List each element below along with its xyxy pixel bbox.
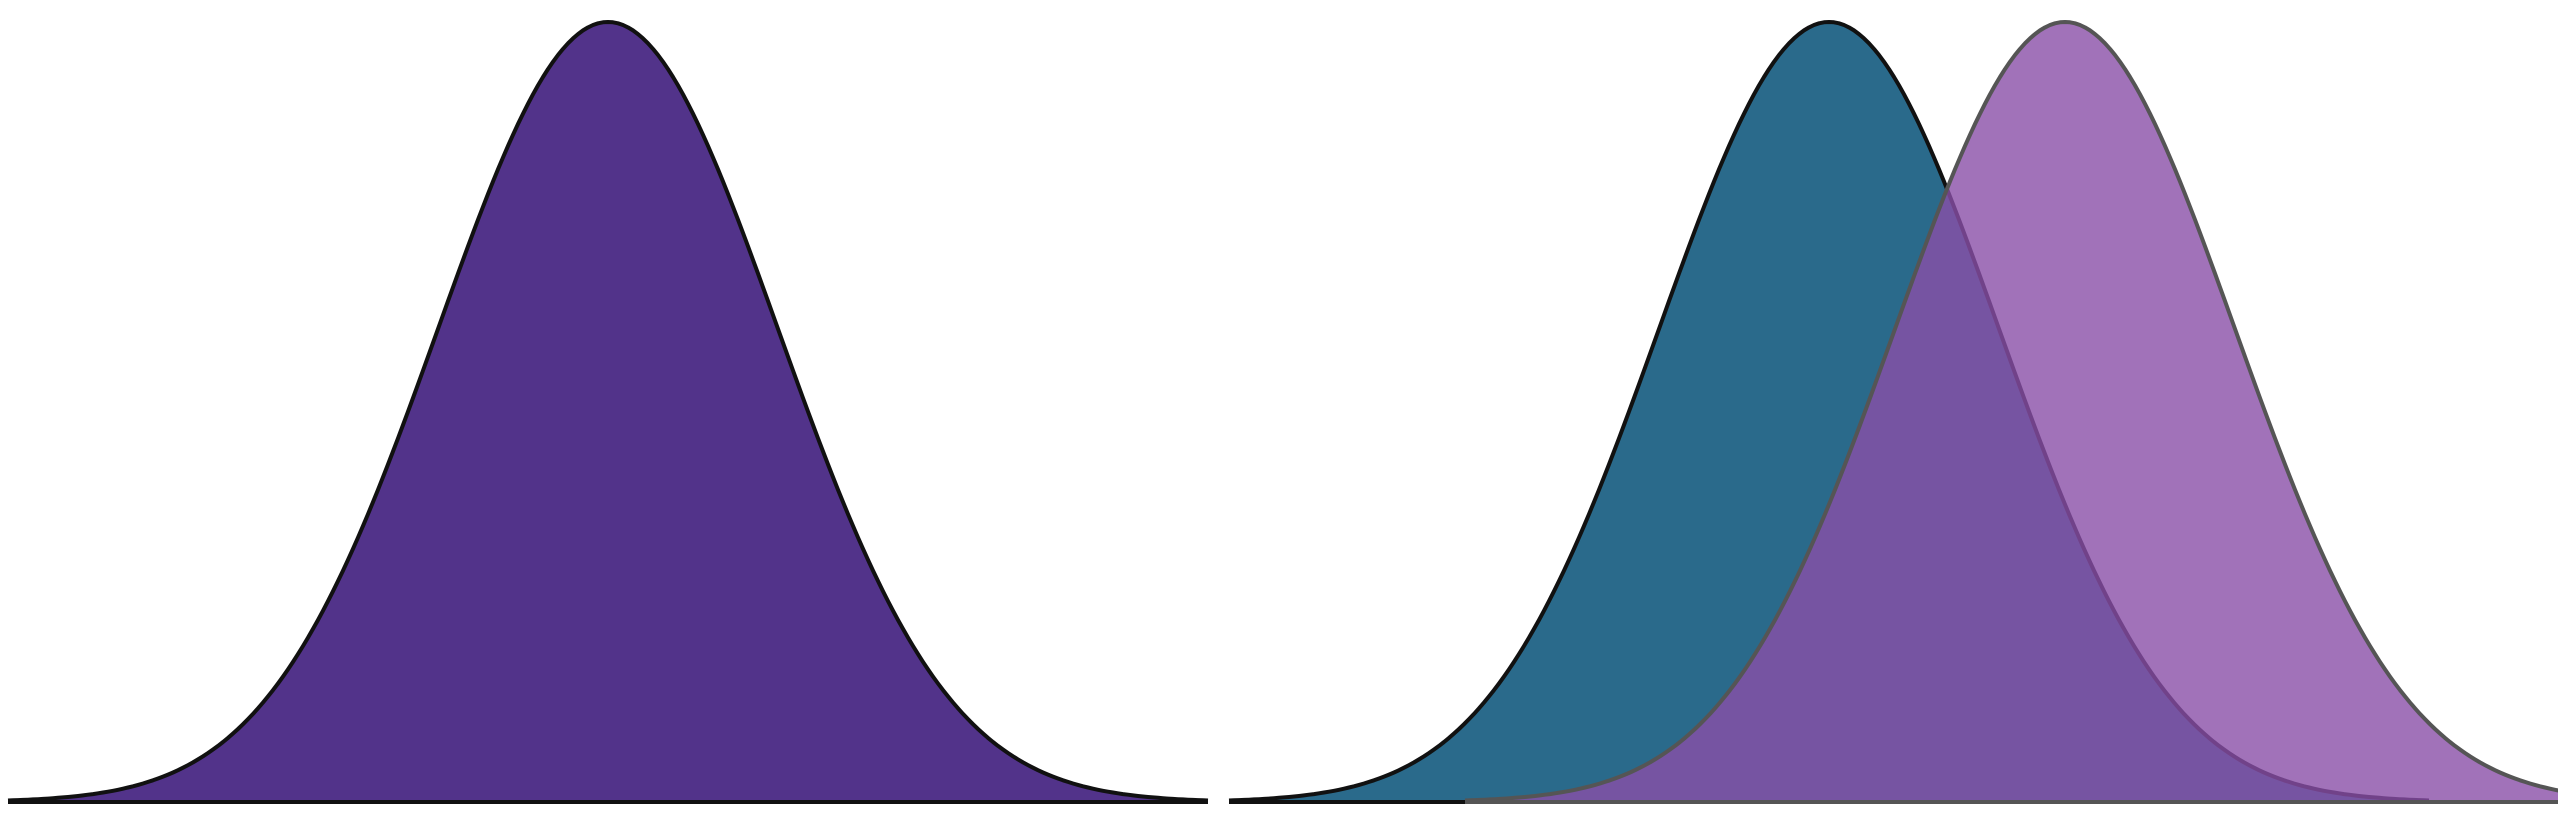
bell-curve-outline-1-1: [7, 20, 1209, 803]
bell-curve-fill-1-1: [8, 22, 1208, 802]
bell-curve-outline-2-2: [1464, 20, 2558, 803]
bell-curve-fill-2-2: [1465, 22, 2558, 802]
bell-curve-fill-2-1: [1229, 22, 2429, 802]
